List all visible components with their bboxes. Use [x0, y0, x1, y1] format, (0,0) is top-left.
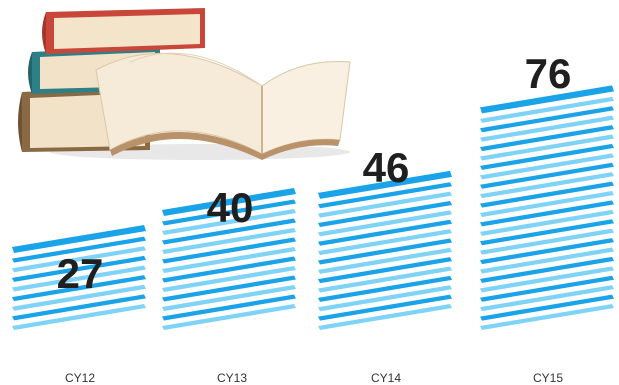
top-sheet	[318, 170, 452, 199]
sheet	[480, 96, 614, 123]
category-labels: CY12 CY13 CY14 CY15	[65, 371, 563, 385]
top-sheet	[12, 225, 146, 254]
top-sheet	[480, 85, 614, 114]
value-label-cy12: 27	[57, 250, 104, 297]
sheet	[480, 209, 614, 236]
sheet	[480, 275, 614, 302]
sheet	[318, 210, 452, 237]
sheet	[318, 200, 452, 227]
sheet	[162, 247, 296, 273]
sheet	[12, 246, 146, 273]
sheet	[480, 172, 614, 199]
bar-cy15	[480, 85, 614, 330]
sheet	[12, 255, 146, 282]
sheet	[318, 247, 452, 274]
sheet	[480, 125, 614, 152]
sheet	[480, 134, 614, 161]
sheet	[162, 304, 296, 330]
sheet	[480, 162, 614, 189]
sheet	[162, 218, 296, 245]
sheet	[480, 304, 614, 330]
sheet	[12, 265, 146, 292]
sheet	[318, 294, 452, 321]
sheet	[12, 284, 146, 311]
sheet	[12, 294, 146, 321]
sheet	[480, 106, 614, 133]
category-label-cy15: CY15	[533, 371, 563, 385]
value-label-cy14: 46	[363, 144, 410, 191]
top-sheet	[162, 188, 296, 216]
sheet	[480, 266, 614, 293]
sheet	[318, 275, 452, 302]
sheet	[480, 153, 614, 180]
sheet	[318, 304, 452, 330]
sheet	[162, 285, 296, 311]
sheet	[318, 266, 452, 293]
value-labels: 27 40 46 76	[57, 50, 572, 297]
sheet	[480, 238, 614, 265]
sheet	[12, 304, 146, 330]
sheet	[318, 191, 452, 218]
sheet	[162, 209, 296, 235]
bars-group	[12, 85, 614, 330]
sheet	[162, 256, 296, 283]
sheet	[480, 228, 614, 255]
sheet	[480, 219, 614, 246]
sheet	[480, 143, 614, 170]
bar-cy14	[318, 170, 452, 330]
sheet	[480, 190, 614, 217]
category-label-cy14: CY14	[371, 371, 401, 385]
sheet	[480, 285, 614, 312]
sheet	[162, 294, 296, 321]
sheet	[480, 181, 614, 208]
sheet	[318, 229, 452, 256]
value-label-cy13: 40	[207, 184, 254, 231]
bar-cy13	[162, 188, 296, 330]
sheet	[318, 285, 452, 312]
sheet	[12, 236, 146, 263]
sheet	[162, 228, 296, 254]
category-label-cy12: CY12	[65, 371, 95, 385]
sheet	[318, 219, 452, 246]
sheet	[480, 256, 614, 283]
sheet	[318, 257, 452, 284]
sheet	[12, 275, 146, 302]
sheet	[480, 247, 614, 274]
sheet	[318, 238, 452, 265]
sheet	[162, 275, 296, 302]
sheet	[480, 294, 614, 321]
sheet	[162, 266, 296, 292]
books-illustration-icon	[18, 8, 351, 160]
sheet	[318, 182, 452, 209]
bar-cy12	[12, 225, 146, 330]
sheet	[162, 199, 296, 226]
category-label-cy13: CY13	[217, 371, 247, 385]
value-label-cy15: 76	[525, 50, 572, 97]
sheet	[480, 200, 614, 227]
sheet	[162, 237, 296, 264]
sheet	[480, 115, 614, 142]
